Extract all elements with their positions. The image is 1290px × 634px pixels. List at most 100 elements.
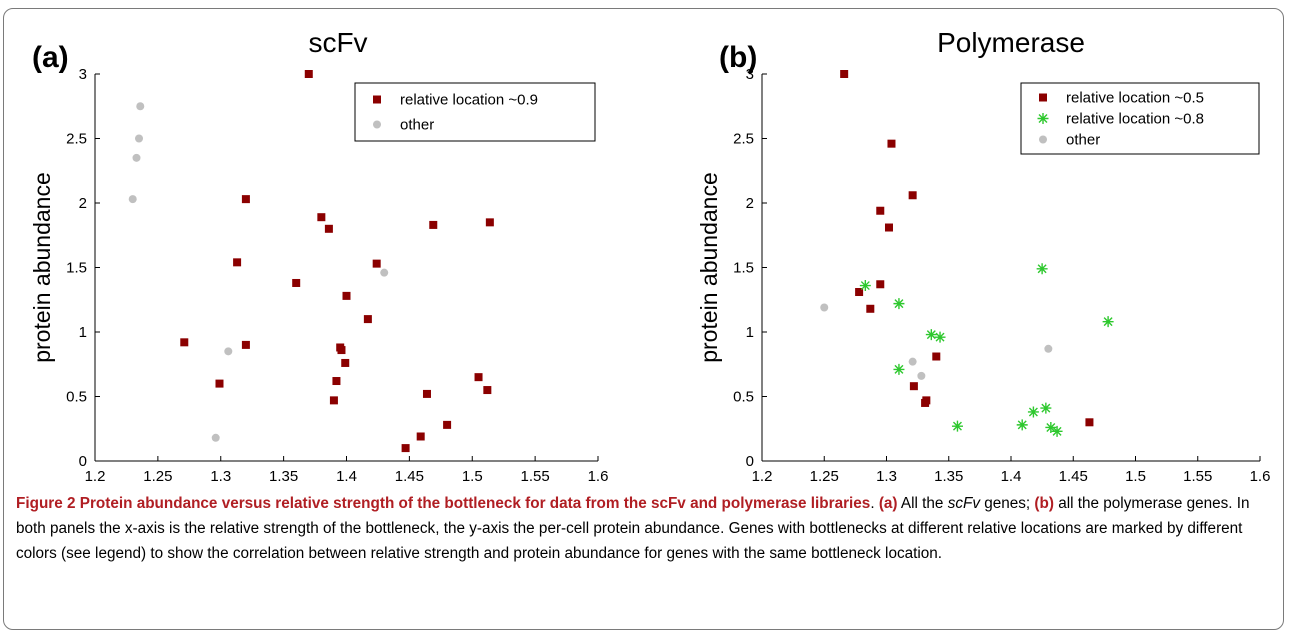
caption-panel-b-label: (b)	[1034, 495, 1054, 512]
legend-label: other	[400, 117, 434, 134]
x-tick-label: 1.25	[143, 468, 172, 485]
data-point	[925, 329, 937, 341]
figure-caption: Figure 2 Protein abundance versus relati…	[16, 491, 1271, 566]
y-tick-label: 0.5	[733, 389, 754, 406]
data-point	[859, 280, 871, 292]
caption-heading: Figure 2 Protein abundance versus relati…	[16, 495, 871, 512]
data-point	[1016, 419, 1028, 431]
y-tick-label: 2	[79, 195, 87, 212]
data-point	[1040, 402, 1052, 414]
data-point	[317, 213, 326, 222]
data-point	[372, 259, 381, 268]
x-tick-label: 1.6	[1250, 468, 1271, 485]
data-point	[893, 363, 905, 375]
y-tick-label: 0	[79, 453, 87, 470]
data-point	[1044, 344, 1053, 353]
y-tick-label: 2.5	[66, 131, 87, 148]
panel-a-scfv: 1.2 1.25 1.3 1.35 1.4 1.45 1.5 1.55 1.6 0 0.5 1 1.5 2…	[29, 27, 608, 490]
data-point	[324, 224, 333, 233]
data-point	[1051, 425, 1063, 437]
data-point	[909, 382, 918, 391]
y-tick-label: 3	[79, 66, 87, 83]
data-point	[241, 195, 250, 204]
data-point	[380, 268, 389, 277]
x-tick-label: 1.3	[210, 468, 231, 485]
x-tick-label: 1.5	[462, 468, 483, 485]
legend-marker	[1037, 113, 1049, 124]
y-tick-label: 0	[746, 453, 754, 470]
data-point	[893, 298, 905, 310]
data-point	[908, 191, 917, 200]
data-point	[136, 102, 145, 111]
x-tick-label: 1.4	[1001, 468, 1022, 485]
caption-panel-a-label: (a)	[878, 495, 898, 512]
y-tick-label: 3	[746, 66, 754, 83]
x-tick-label: 1.55	[521, 468, 550, 485]
legend-box	[354, 82, 596, 142]
caption-panel-b-text: all the polymerase genes. In both panels…	[16, 495, 1250, 562]
y-tick-label: 1	[79, 324, 87, 341]
data-point	[341, 358, 350, 367]
data-point	[363, 315, 372, 324]
panel-b-polymerase: 1.2 1.25 1.3 1.35 1.4 1.45 1.5 1.55 1.6 0 0.5 1 1.5 2…	[696, 27, 1270, 490]
data-point	[211, 433, 220, 442]
data-point	[820, 303, 829, 312]
data-point	[1102, 316, 1114, 328]
data-point	[180, 338, 189, 347]
data-point	[483, 386, 492, 395]
data-point	[1085, 418, 1094, 427]
data-point	[474, 373, 483, 382]
panel-title: Polymerase	[937, 27, 1085, 58]
caption-panel-a-text-end: genes;	[979, 495, 1035, 512]
data-point	[951, 420, 963, 432]
data-point	[128, 195, 137, 204]
legend-box	[1020, 82, 1260, 155]
x-tick-label: 1.6	[588, 468, 609, 485]
y-tick-label: 1	[746, 324, 754, 341]
caption-panel-a-text: All the	[897, 495, 948, 512]
x-tick-label: 1.55	[1183, 468, 1212, 485]
data-point	[233, 258, 242, 267]
data-point	[485, 218, 494, 227]
data-point	[443, 420, 452, 429]
data-point	[908, 357, 917, 366]
x-tick-label: 1.5	[1125, 468, 1146, 485]
data-point	[401, 444, 410, 453]
data-point	[840, 70, 849, 78]
x-tick-label: 1.45	[395, 468, 424, 485]
legend-label: relative location ~0.8	[1066, 111, 1204, 128]
x-tick-label: 1.4	[336, 468, 357, 485]
caption-heading-end: .	[870, 495, 879, 512]
data-point	[934, 331, 946, 343]
data-point	[1045, 421, 1057, 433]
data-point	[422, 389, 431, 398]
x-tick-label: 1.35	[269, 468, 298, 485]
data-point	[866, 304, 875, 313]
x-tick-label: 1.25	[810, 468, 839, 485]
data-point	[135, 134, 144, 143]
data-point	[876, 280, 885, 289]
data-point	[132, 153, 141, 162]
data-point	[416, 432, 425, 441]
data-point	[884, 223, 893, 232]
y-tick-label: 0.5	[66, 389, 87, 406]
legend-marker	[1039, 93, 1047, 102]
x-tick-label: 1.45	[1059, 468, 1088, 485]
data-point	[342, 291, 351, 300]
data-point	[876, 206, 885, 215]
data-point	[337, 346, 346, 355]
data-point	[917, 371, 926, 380]
x-tick-label: 1.35	[934, 468, 963, 485]
data-point	[1036, 263, 1048, 275]
data-point	[429, 220, 438, 229]
x-tick-label: 1.2	[85, 468, 106, 485]
legend-marker	[373, 120, 381, 129]
data-point	[855, 288, 864, 297]
data-point	[215, 379, 224, 388]
x-axis-label: Bottleneck relative strength	[208, 486, 485, 490]
y-tick-label: 2	[746, 195, 754, 212]
legend-label: relative location ~0.5	[1066, 90, 1204, 107]
y-axis-label: protein abundance	[29, 172, 55, 363]
caption-panel-a-italic: scFv	[947, 495, 980, 512]
data-point	[921, 398, 930, 407]
